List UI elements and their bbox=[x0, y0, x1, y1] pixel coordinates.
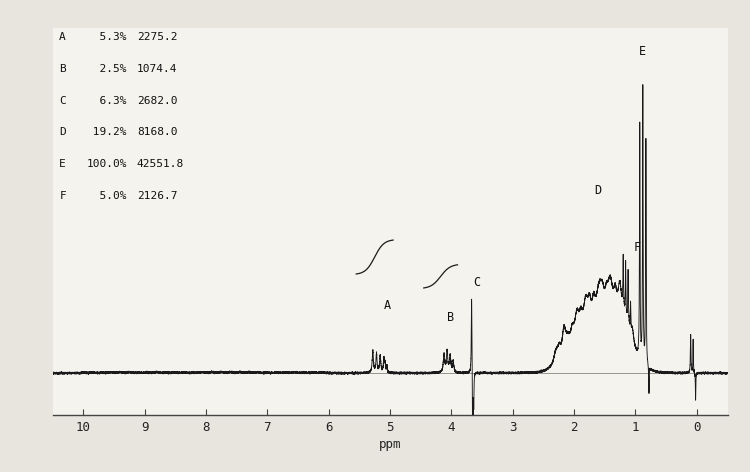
Text: 5.0%: 5.0% bbox=[86, 191, 127, 201]
Text: E: E bbox=[59, 159, 66, 169]
Text: C: C bbox=[473, 276, 481, 289]
Text: D: D bbox=[594, 184, 601, 197]
Text: A: A bbox=[383, 299, 391, 312]
X-axis label: ppm: ppm bbox=[379, 438, 401, 451]
Text: 2275.2: 2275.2 bbox=[136, 32, 177, 42]
Text: 5.3%: 5.3% bbox=[86, 32, 127, 42]
Text: 19.2%: 19.2% bbox=[86, 127, 127, 137]
Text: A: A bbox=[59, 32, 66, 42]
Text: F: F bbox=[634, 241, 640, 253]
Text: 2682.0: 2682.0 bbox=[136, 96, 177, 106]
Text: 8168.0: 8168.0 bbox=[136, 127, 177, 137]
Text: E: E bbox=[639, 45, 646, 58]
Text: F: F bbox=[59, 191, 66, 201]
Text: 1074.4: 1074.4 bbox=[136, 64, 177, 74]
Text: B: B bbox=[59, 64, 66, 74]
Text: 2.5%: 2.5% bbox=[86, 64, 127, 74]
Text: 100.0%: 100.0% bbox=[86, 159, 127, 169]
Text: 2126.7: 2126.7 bbox=[136, 191, 177, 201]
Text: 6.3%: 6.3% bbox=[86, 96, 127, 106]
Text: 42551.8: 42551.8 bbox=[136, 159, 184, 169]
Text: C: C bbox=[59, 96, 66, 106]
Text: D: D bbox=[59, 127, 66, 137]
Text: B: B bbox=[446, 311, 454, 324]
